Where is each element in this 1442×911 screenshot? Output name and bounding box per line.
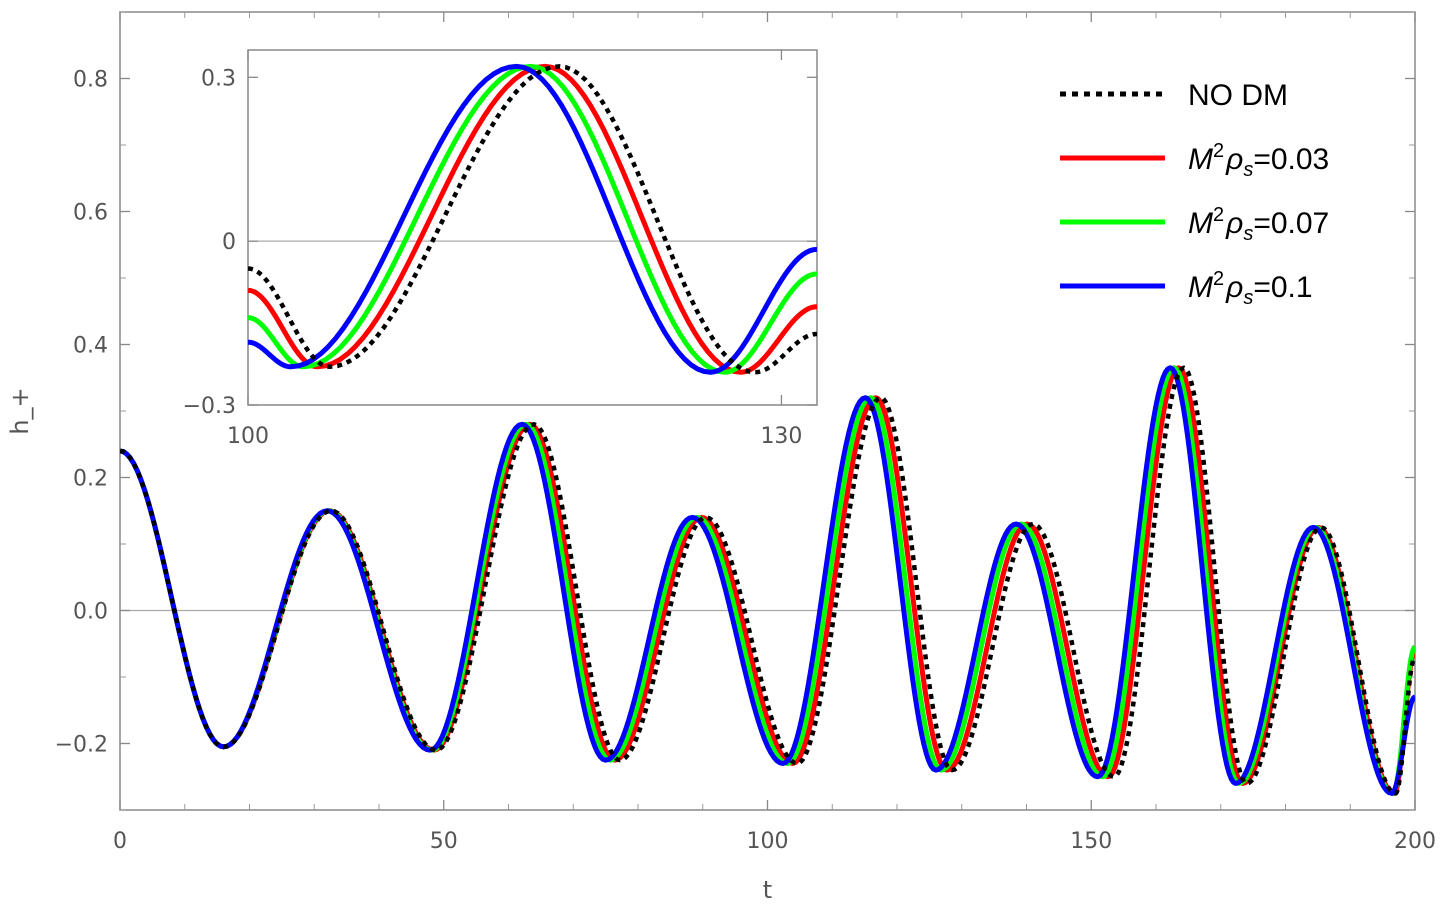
legend-label-m: M	[1188, 143, 1213, 176]
legend-label-0: NO DM	[1188, 79, 1288, 112]
main-x-tick-label: 50	[430, 829, 458, 854]
legend-label-sub: s	[1243, 287, 1253, 309]
legend-label-sub: s	[1243, 159, 1253, 181]
legend-label-value: =0.03	[1253, 143, 1329, 176]
inset-plot: 100 130 −0.3 0 0.3	[183, 49, 818, 449]
legend-label-m: M	[1188, 271, 1213, 304]
legend-label-rho: ρ	[1225, 207, 1243, 240]
main-x-tick-label: 100	[747, 829, 789, 854]
legend-label-m: M	[1188, 207, 1213, 240]
inset-y-tick-label: 0.3	[201, 66, 236, 91]
inset-series-2-line	[248, 63, 817, 375]
legend-label-rho: ρ	[1225, 271, 1243, 304]
main-y-tick-label: −0.2	[55, 733, 108, 758]
legend-label-1: M2ρs=0.03	[1188, 140, 1329, 181]
legend-label-text: NO DM	[1188, 79, 1288, 112]
inset-y-tick-label: −0.3	[183, 394, 236, 419]
main-y-axis-label: h_+	[6, 387, 34, 434]
main-x-axis-label: t	[763, 876, 772, 904]
inset-series-0-line	[248, 64, 817, 375]
main-x-tick-label: 200	[1394, 829, 1436, 854]
inset-x-tick-label: 100	[227, 424, 269, 449]
legend-label-2: M2ρs=0.07	[1188, 204, 1329, 245]
main-y-tick-label: 0.0	[73, 600, 108, 625]
legend-label-value: =0.07	[1253, 207, 1329, 240]
main-x-tick-label: 150	[1070, 829, 1112, 854]
main-y-tick-label: 0.6	[73, 201, 108, 226]
main-y-tick-label: 0.4	[73, 334, 108, 359]
legend-label-sup: 2	[1213, 140, 1224, 162]
main-series-0-line	[120, 365, 1415, 796]
legend-label-3: M2ρs=0.1	[1188, 268, 1313, 309]
legend-label-sub: s	[1243, 223, 1253, 245]
inset-x-tick-label: 130	[760, 424, 802, 449]
main-series-3-line	[120, 365, 1415, 796]
inset-series-3-line	[248, 63, 817, 375]
inset-y-tick-label: 0	[222, 230, 236, 255]
legend-label-value: =0.1	[1253, 271, 1312, 304]
legend-label-rho: ρ	[1225, 143, 1243, 176]
main-y-tick-label: 0.2	[73, 467, 108, 492]
legend-label-sup: 2	[1213, 204, 1224, 226]
main-x-tick-label: 0	[113, 829, 127, 854]
main-y-tick-label: 0.8	[73, 68, 108, 93]
legend-label-sup: 2	[1213, 268, 1224, 290]
inset-series-1-line	[248, 63, 817, 375]
